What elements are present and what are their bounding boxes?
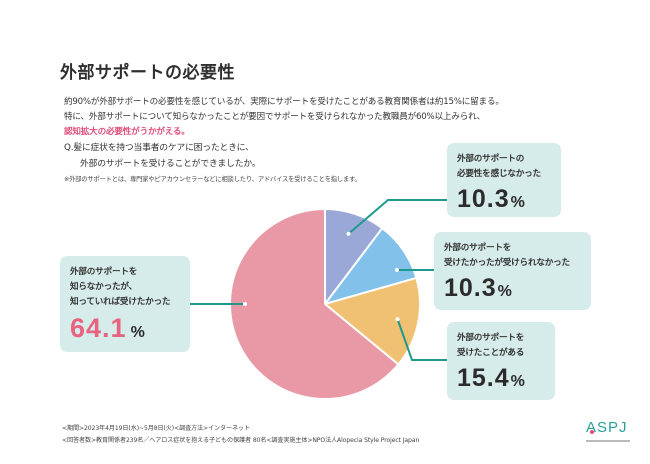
survey-respondents: <回答者数>教育関係者239名／ヘアロス症状を抱える子どもの保護者 80名<調査…: [62, 437, 420, 444]
callout-label: 外部のサポートを: [444, 243, 512, 253]
value-number: 10.3: [457, 185, 510, 213]
callout-value: 64.1%: [70, 313, 180, 344]
summary-highlight: 認知拡大の必要性がうかがえる。: [64, 127, 190, 137]
percent-sign: %: [510, 373, 525, 390]
callout-value: 10.3%: [444, 274, 581, 303]
callout-value: 10.3%: [457, 185, 551, 214]
footnote: ※外部のサポートとは、専門家やピアカウンセラーなどに相談したり、アドバイスを受け…: [64, 176, 361, 183]
leader-line-2: [396, 318, 447, 361]
question-line-2: 外部のサポートを受けることができましたか。: [80, 159, 261, 169]
leader-anchor-dot-0: [346, 231, 351, 236]
summary-line-2: 特に、外部サポートについて知らなかったことが要因でサポートを受けられなかった教職…: [64, 112, 485, 122]
leader-line-0: [347, 199, 447, 235]
aspj-logo: ASPJ: [586, 419, 630, 447]
percent-sign: %: [497, 283, 512, 300]
percent-sign: %: [130, 324, 145, 341]
leader-anchor-dot-2: [395, 317, 400, 322]
callout-label: 知っていれば受けたかった: [70, 297, 171, 307]
callout-label: 外部のサポートを: [457, 333, 525, 343]
callout-label: 受けたかったが受けられなかった: [444, 258, 570, 268]
callout-not-needed: 外部のサポートの 必要性を感じなかった 10.3%: [447, 143, 561, 217]
callout-label: 必要性を感じなかった: [457, 169, 541, 179]
leader-anchor-dot-3: [243, 302, 247, 306]
leader-anchor-dot-1: [395, 268, 399, 272]
callout-did-not-know: 外部のサポートを 知らなかったが、 知っていれば受けたかった 64.1%: [60, 256, 190, 352]
callout-label: 受けたことがある: [457, 348, 525, 358]
callout-label: 知らなかったが、: [70, 282, 137, 292]
value-number: 15.4: [457, 364, 510, 392]
summary-line-1: 約90%が外部サポートの必要性を感じているが、実際にサポートを受けたことがある教…: [64, 97, 504, 107]
logo-tagline: [586, 440, 630, 442]
callout-wanted-but-could-not: 外部のサポートを 受けたかったが受けられなかった 10.3%: [434, 232, 591, 310]
callout-value: 15.4%: [457, 364, 545, 393]
callout-received: 外部のサポートを 受けたことがある 15.4%: [447, 322, 555, 400]
logo-dot-icon: [590, 430, 594, 434]
value-number: 64.1: [70, 313, 127, 343]
survey-period: <期間>2023年4月19日(水)~5月8日(火)<調査方法>インターネット: [62, 425, 251, 432]
logo-text: ASPJ: [586, 419, 628, 436]
callout-label: 外部のサポートの: [457, 154, 525, 164]
value-number: 10.3: [444, 274, 497, 302]
pie-slice-3: [229, 207, 400, 400]
page-title: 外部サポートの必要性: [60, 63, 235, 83]
callout-label: 外部のサポートを: [70, 267, 138, 277]
pie-slice-2: [322, 276, 421, 366]
question-line-1: Q.髪に症状を持つ当事者のケアに困ったときに、: [64, 143, 254, 153]
percent-sign: %: [510, 194, 525, 211]
